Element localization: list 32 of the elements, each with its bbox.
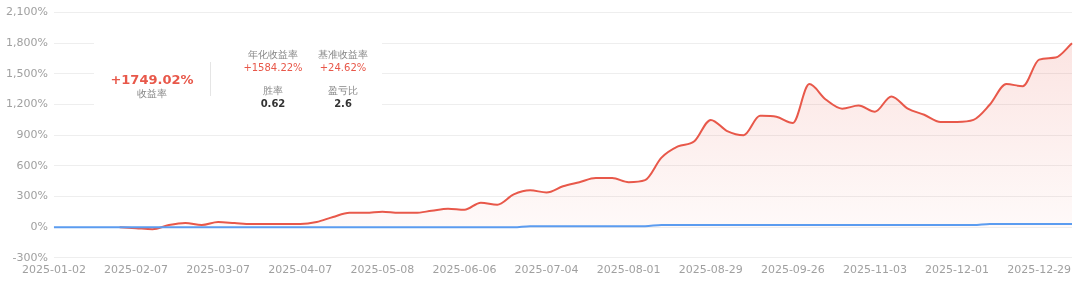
x-tick-label: 2025-11-03 — [842, 263, 907, 277]
y-tick-label: 900% — [16, 128, 48, 142]
annotation: +1584.22% — [242, 62, 304, 73]
annotation: 2.6 — [333, 98, 353, 109]
annotation: 收益率 — [136, 87, 168, 101]
y-tick-label: -300% — [12, 250, 48, 264]
x-tick-label: 2025-03-07 — [186, 263, 251, 277]
y-tick-label: 600% — [16, 158, 48, 172]
x-tick-label: 2025-09-26 — [760, 263, 825, 277]
annotation: 胜率 — [262, 84, 284, 98]
y-tick-label: 2,100% — [5, 5, 48, 19]
annotation: 基准收益率 — [317, 48, 369, 62]
x-tick-label: 2025-12-29 — [1007, 263, 1072, 277]
y-tick-label: 1,200% — [5, 97, 48, 111]
x-tick-label: 2025-02-07 — [104, 263, 169, 277]
annotation: +1749.02% — [109, 72, 195, 87]
x-tick-label: 2025-05-08 — [350, 263, 415, 277]
y-tick-label: 1,500% — [5, 66, 48, 80]
x-tick-label: 2025-06-06 — [432, 263, 497, 277]
y-tick-label: 0% — [30, 220, 48, 234]
annotation: +24.62% — [318, 62, 368, 73]
y-tick-label: 300% — [16, 189, 48, 203]
x-tick-label: 2025-04-07 — [268, 263, 333, 277]
y-tick-label: 1,800% — [5, 36, 48, 50]
x-tick-label: 2025-08-29 — [678, 263, 743, 277]
x-tick-label: 2025-07-04 — [514, 263, 579, 277]
annotation: 年化收益率 — [247, 48, 299, 62]
x-tick-label: 2025-08-01 — [596, 263, 661, 277]
x-tick-label: 2025-01-02 — [21, 263, 86, 277]
x-tick-label: 2025-12-01 — [925, 263, 990, 277]
annotation: 0.62 — [259, 98, 287, 109]
annotation: 盈亏比 — [327, 84, 359, 98]
